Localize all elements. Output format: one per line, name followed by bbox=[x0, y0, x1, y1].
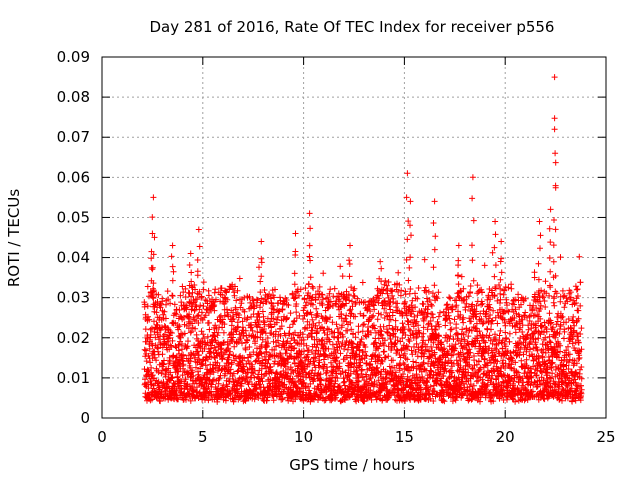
x-tick-label: 20 bbox=[496, 428, 515, 446]
chart-title: Day 281 of 2016, Rate Of TEC Index for r… bbox=[150, 18, 555, 36]
x-tick-label: 15 bbox=[395, 428, 414, 446]
roti-series-markers bbox=[141, 74, 585, 405]
y-tick-label: 0.09 bbox=[57, 48, 90, 66]
plot-frame bbox=[101, 56, 607, 419]
x-tick-label: 10 bbox=[294, 428, 313, 446]
y-tick-label: 0.05 bbox=[57, 208, 90, 226]
x-tick-label: 5 bbox=[198, 428, 208, 446]
y-tick-label: 0.08 bbox=[57, 88, 90, 106]
y-tick-label: 0 bbox=[80, 409, 90, 427]
data-points bbox=[141, 74, 585, 405]
y-tick-label: 0.02 bbox=[57, 329, 90, 347]
axis-ticks: 0 0.01 0.02 0.03 0.04 0.05 0.06 0.07 0.08 0.09 0 5 1… bbox=[57, 48, 616, 446]
y-tick-label: 0.04 bbox=[57, 249, 90, 267]
x-axis-title: GPS time / hours bbox=[289, 456, 415, 474]
y-tick-label: 0.06 bbox=[57, 168, 90, 186]
y-tick-label: 0.03 bbox=[57, 289, 90, 307]
y-tick-label: 0.01 bbox=[57, 369, 90, 387]
y-axis-title: ROTI / TECUs bbox=[5, 189, 23, 287]
x-tick-label: 0 bbox=[97, 428, 107, 446]
x-tick-label: 25 bbox=[596, 428, 615, 446]
y-tick-label: 0.07 bbox=[57, 128, 90, 146]
